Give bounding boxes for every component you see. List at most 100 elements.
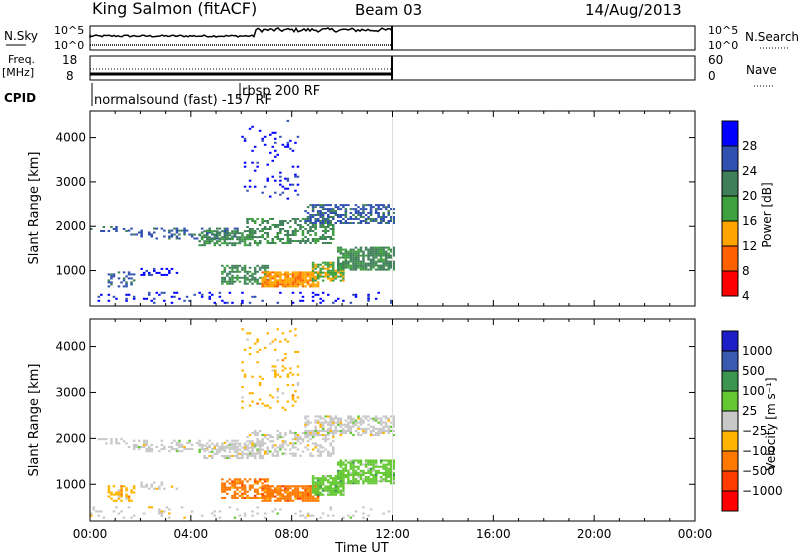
- power-cell: [294, 220, 297, 222]
- power-cell: [248, 266, 252, 269]
- vel-cell: [324, 421, 327, 424]
- power-cell: [178, 237, 181, 240]
- power-cell: [200, 244, 204, 247]
- power-cell: [377, 212, 380, 214]
- date-title: 14/Aug/2013: [585, 1, 682, 19]
- power-cell: [251, 272, 254, 275]
- power-cell: [321, 220, 325, 222]
- vel-cell: [284, 434, 287, 437]
- velocity-colorbar-swatch-7: [722, 471, 738, 492]
- vel-cell: [294, 489, 297, 492]
- vel-cell: [241, 386, 244, 389]
- power-cell: [190, 235, 194, 238]
- power-cell: [299, 220, 302, 222]
- xtick-label-5: 20:00: [577, 527, 612, 541]
- power-cell: [342, 204, 345, 207]
- power-cell: [258, 240, 262, 242]
- vel-cell: [314, 442, 317, 445]
- power-cell: [256, 280, 259, 283]
- power-cell: [329, 220, 333, 222]
- power-cell: [145, 297, 149, 300]
- power-cell: [289, 285, 292, 288]
- vel-cell: [120, 485, 123, 488]
- freq-panel: Freq. [MHz] 18 8 60 0 Nave: [2, 53, 777, 87]
- vel-cell: [392, 419, 396, 422]
- power-cell: [241, 301, 244, 304]
- power-cell: [153, 267, 156, 270]
- power-cell: [304, 240, 307, 242]
- power-cell: [392, 262, 396, 265]
- vel-cell: [221, 490, 224, 493]
- vel-cell: [269, 493, 272, 496]
- vel-cell: [337, 421, 340, 424]
- vel-cell: [316, 434, 320, 437]
- power-cell: [274, 285, 277, 288]
- power-cell: [236, 276, 239, 279]
- power-cell: [256, 236, 259, 239]
- power-cell: [387, 268, 391, 271]
- vel-cell: [349, 480, 353, 483]
- velocity-colorbar-swatch-6: [722, 451, 738, 472]
- power-cell: [306, 218, 310, 220]
- power-cell: [125, 293, 128, 296]
- power-cell: [311, 277, 315, 280]
- power-cell: [221, 264, 224, 267]
- power-cell: [281, 281, 285, 284]
- vel-cell: [238, 478, 242, 481]
- vel-cell: [327, 479, 330, 482]
- vel-cell: [332, 479, 335, 482]
- power-cell: [142, 297, 146, 300]
- vel-cell: [276, 454, 280, 457]
- vel-cell: [311, 483, 315, 486]
- vel-cell: [107, 485, 111, 488]
- vel-cell: [329, 431, 333, 434]
- power-cell: [304, 273, 307, 276]
- vel-cell: [223, 448, 227, 451]
- power-cell: [314, 279, 317, 282]
- power-cell: [324, 212, 327, 214]
- vel-cell: [296, 493, 300, 496]
- power-cell: [306, 271, 310, 274]
- power-cell: [352, 258, 355, 261]
- power-cell: [369, 214, 373, 216]
- vel-cell: [284, 499, 287, 502]
- power-cell: [367, 299, 370, 302]
- power-cell: [226, 272, 229, 275]
- power-cell: [324, 232, 327, 234]
- power-cell: [206, 238, 209, 241]
- vel-cell: [324, 429, 327, 432]
- power-cell: [251, 274, 254, 277]
- vel-cell: [150, 448, 154, 451]
- vel-cell: [120, 438, 123, 441]
- freq-tick-bottom: 8: [66, 69, 74, 83]
- vel-cell: [238, 480, 242, 483]
- power-cell: [206, 242, 209, 245]
- power-cell: [314, 283, 317, 286]
- vel-cell: [352, 465, 355, 468]
- vel-cell: [384, 459, 388, 462]
- power-cell: [324, 267, 327, 270]
- vel-cell: [279, 497, 282, 500]
- power-cell: [223, 276, 227, 279]
- vel-cell: [354, 480, 358, 483]
- power-cell: [357, 218, 360, 220]
- vel-cell: [382, 480, 385, 483]
- vel-cell: [253, 490, 257, 493]
- power-cell: [203, 234, 206, 237]
- vel-cell: [344, 482, 348, 485]
- vel-cell: [180, 445, 184, 448]
- vel-cell: [266, 489, 270, 492]
- vel-cell: [188, 439, 191, 442]
- vel-cell: [256, 512, 259, 515]
- vel-cell: [339, 493, 343, 496]
- power-cell: [248, 127, 252, 130]
- power-cell: [327, 210, 330, 213]
- vel-cell: [344, 465, 348, 468]
- power-cell: [238, 242, 242, 245]
- power-cell: [321, 216, 325, 218]
- vel-cell: [329, 415, 333, 418]
- power-cell: [286, 285, 290, 288]
- power-cell: [374, 262, 378, 265]
- power-cell: [110, 283, 113, 286]
- power-cell: [163, 273, 166, 276]
